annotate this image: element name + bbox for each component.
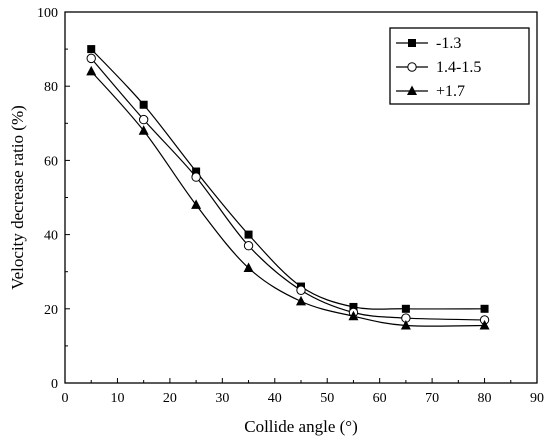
series-3-point-8 — [479, 319, 490, 330]
x-tick-label-2: 20 — [163, 391, 177, 406]
legend-marker-shape-2 — [407, 62, 417, 72]
series-2-point-5 — [296, 285, 306, 295]
series-2-point-2 — [138, 114, 149, 125]
legend: -1.3 1.4-1.5 +1.7 — [389, 27, 530, 105]
legend-entry-1: -1.3 — [396, 35, 461, 52]
legend-marker-shape-1 — [408, 39, 416, 47]
series-layer — [86, 45, 490, 330]
x-axis-title: Collide angle (°) — [244, 417, 358, 436]
series-2-point-1 — [86, 53, 96, 64]
series-3-point-4 — [243, 262, 254, 272]
series-1-point-3 — [192, 167, 201, 176]
series-1-point-8 — [480, 304, 489, 313]
legend-label-2: 1.4-1.5 — [436, 59, 481, 76]
legend-label-1: -1.3 — [436, 35, 461, 52]
legend-marker-shape-3 — [407, 85, 417, 95]
series-3-point-6 — [348, 310, 359, 321]
series-3-point-2 — [138, 125, 149, 135]
series-line-1 — [90, 48, 485, 310]
x-tick-label-5: 50 — [320, 391, 334, 406]
y-tick-label-1: 20 — [44, 303, 58, 318]
legend-marker-2 — [407, 62, 417, 72]
legend-label-3: +1.7 — [436, 83, 465, 100]
series-3-point-3 — [191, 199, 202, 209]
series-1-point-4 — [244, 230, 253, 239]
x-tick-label-8: 80 — [478, 391, 492, 406]
legend-entry-2: 1.4-1.5 — [396, 59, 481, 76]
series-line-3 — [90, 70, 485, 327]
series-1-point-1 — [87, 45, 96, 54]
x-tick-label-3: 30 — [215, 391, 229, 406]
legend-marker-3 — [407, 85, 417, 95]
series-line-2 — [90, 57, 485, 321]
series-2-point-4 — [243, 241, 254, 251]
x-tick-label-4: 40 — [268, 391, 282, 406]
series-2-point-3 — [191, 172, 201, 182]
y-tick-label-0: 0 — [51, 377, 58, 392]
series-3-point-5 — [296, 295, 306, 306]
y-tick-label-4: 80 — [44, 80, 58, 95]
x-tick-label-0: 0 — [62, 391, 69, 406]
series-3-point-7 — [400, 319, 411, 330]
legend-entry-3: +1.7 — [396, 83, 465, 100]
series-1-point-7 — [401, 304, 410, 313]
x-tick-label-9: 90 — [530, 391, 544, 406]
x-tick-label-1: 10 — [110, 391, 124, 406]
y-tick-label-5: 100 — [37, 6, 58, 21]
series-1-point-2 — [139, 100, 148, 109]
x-tick-label-7: 70 — [425, 391, 439, 406]
legend-marker-1 — [408, 39, 416, 47]
y-tick-label-3: 60 — [44, 154, 58, 169]
y-axis-title: Velocity decrease ratio (%) — [8, 105, 27, 290]
x-tick-label-6: 60 — [373, 391, 387, 406]
ticks-layer: 0 10 20 30 40 50 60 70 80 90 0 20 40 60 80 100 — [37, 6, 544, 406]
series-1-point-6 — [349, 302, 358, 311]
y-tick-label-2: 40 — [44, 229, 58, 244]
series-3-point-1 — [86, 65, 97, 76]
